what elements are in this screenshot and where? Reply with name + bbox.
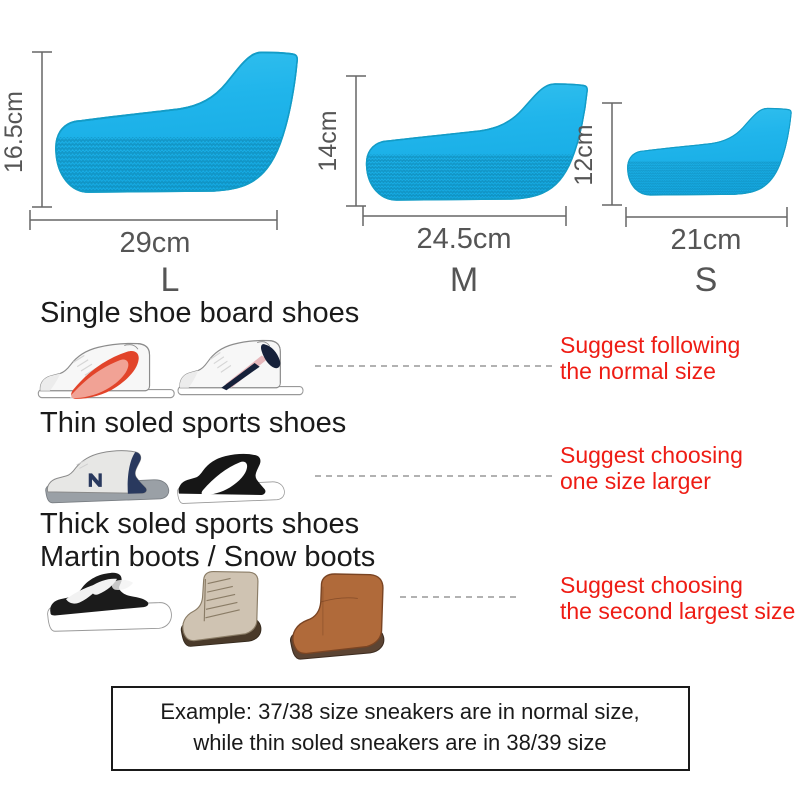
svg-text:S: S <box>695 261 718 299</box>
svg-text:Suggest choosing: Suggest choosing <box>560 442 743 468</box>
svg-text:14cm: 14cm <box>314 110 342 171</box>
svg-text:the second largest size: the second largest size <box>560 598 795 624</box>
svg-text:L: L <box>161 261 180 299</box>
svg-text:16.5cm: 16.5cm <box>0 91 28 173</box>
svg-text:29cm: 29cm <box>120 227 191 259</box>
svg-text:Single shoe board shoes: Single shoe board shoes <box>40 297 359 329</box>
svg-text:Thick soled sports shoes: Thick soled sports shoes <box>40 508 359 540</box>
svg-text:one size larger: one size larger <box>560 468 711 494</box>
svg-text:Suggest following: Suggest following <box>560 332 740 358</box>
svg-text:Suggest choosing: Suggest choosing <box>560 572 743 598</box>
svg-text:the normal size: the normal size <box>560 358 716 384</box>
svg-text:Thin soled sports shoes: Thin soled sports shoes <box>40 407 346 439</box>
svg-text:M: M <box>450 261 478 299</box>
svg-text:24.5cm: 24.5cm <box>416 223 511 255</box>
svg-text:21cm: 21cm <box>671 224 742 256</box>
svg-text:while thin soled sneakers are: while thin soled sneakers are in 38/39 s… <box>192 730 606 755</box>
svg-text:Example: 37/38 size sneakers a: Example: 37/38 size sneakers are in norm… <box>160 699 639 724</box>
svg-text:Martin boots / Snow boots: Martin boots / Snow boots <box>40 541 375 573</box>
svg-text:12cm: 12cm <box>570 124 598 185</box>
